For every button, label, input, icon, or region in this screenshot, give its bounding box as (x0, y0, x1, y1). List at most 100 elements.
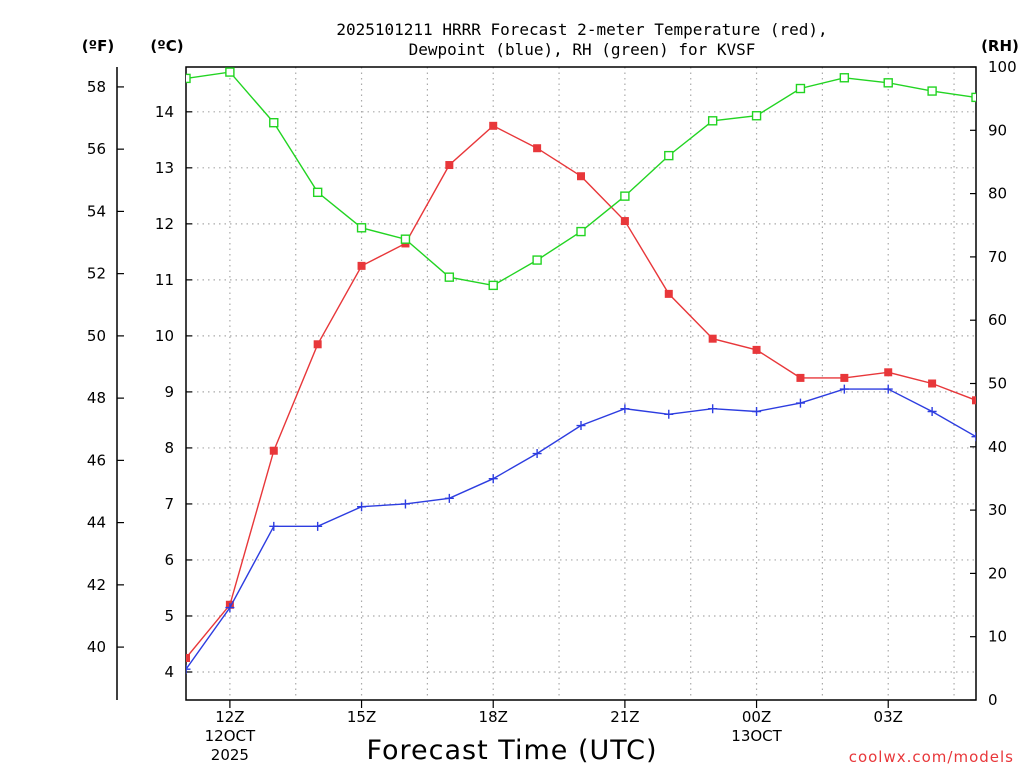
dewpoint-point (313, 521, 323, 531)
dewpoint-point (971, 432, 976, 442)
celsius-tick-label: 7 (164, 495, 174, 513)
x-tick-label: 00Z (742, 708, 771, 726)
2-meter-temperature-point (577, 172, 585, 181)
celsius-tick-label: 12 (155, 215, 174, 233)
rh-tick-label: 60 (988, 311, 1007, 329)
dewpoint-point (795, 398, 805, 408)
2-meter-temperature-point (840, 373, 849, 382)
rh-point (312, 187, 323, 198)
2-meter-temperature-point (708, 334, 717, 343)
rh-point (971, 92, 976, 103)
rh-point (707, 116, 718, 126)
rh-tick-label: 30 (988, 501, 1007, 519)
dewpoint-point (708, 404, 718, 414)
dewpoint-point (186, 664, 191, 674)
rh-tick-label: 50 (988, 375, 1007, 393)
fahrenheit-tick-label: 44 (87, 514, 106, 532)
2-meter-temperature-point (313, 340, 322, 349)
rh-point (488, 280, 498, 291)
rh-point (444, 272, 455, 282)
fahrenheit-tick-label: 48 (87, 389, 106, 407)
x-tick-year-label: 2025 (211, 746, 249, 764)
rh-point (664, 150, 674, 161)
rh-point (795, 83, 806, 94)
celsius-tick-label: 13 (155, 159, 174, 177)
rh-point (225, 67, 235, 77)
rh-tick-label: 20 (988, 564, 1007, 582)
rh-point (839, 73, 850, 83)
celsius-tick-label: 4 (164, 663, 174, 681)
x-tick-label: 18Z (479, 708, 508, 726)
x-tick-label: 03Z (874, 708, 903, 726)
fahrenheit-tick-label: 42 (87, 576, 106, 594)
x-tick-date-label: 12OCT (205, 727, 256, 745)
dewpoint-point (927, 407, 937, 417)
rh-point (356, 223, 367, 233)
dewpoint-point (357, 502, 367, 512)
dewpoint-point (883, 384, 893, 394)
celsius-tick-label: 14 (155, 103, 174, 121)
dewpoint-point (664, 409, 674, 419)
celsius-tick-label: 11 (155, 271, 174, 289)
rh-point (576, 226, 586, 237)
2-meter-temperature-point (533, 144, 542, 153)
x-tick-label: 21Z (610, 708, 639, 726)
rh-tick-label: 80 (988, 185, 1007, 203)
2-meter-temperature-point (269, 446, 278, 455)
2-meter-temperature-point (186, 653, 190, 662)
2-meter-temperature-point (620, 217, 629, 226)
dewpoint-point (488, 474, 498, 484)
rh-point (883, 78, 893, 88)
celsius-tick-label: 5 (164, 607, 174, 625)
dewpoint-point (576, 421, 586, 431)
fahrenheit-tick-label: 50 (87, 327, 106, 345)
dewpoint-point (225, 603, 235, 613)
dewpoint-point (620, 404, 630, 414)
fahrenheit-tick-label: 58 (87, 78, 106, 96)
rh-tick-label: 40 (988, 438, 1007, 456)
rh-unit-label: (RH) (981, 37, 1019, 55)
fahrenheit-tick-label: 46 (87, 451, 106, 469)
chart-title-line-1: 2025101211 HRRR Forecast 2-meter Tempera… (336, 20, 827, 39)
celsius-tick-label: 9 (164, 383, 174, 401)
rh-tick-label: 100 (988, 58, 1017, 76)
fahrenheit-tick-label: 52 (87, 265, 106, 283)
rh-point (751, 111, 762, 121)
grid (186, 67, 976, 700)
2-meter-temperature-point (884, 368, 893, 377)
dewpoint-point (532, 449, 542, 459)
dewpoint-point (752, 407, 762, 417)
rh-tick-label: 0 (988, 691, 998, 709)
rh-point (532, 255, 542, 265)
2-meter-temperature-point (357, 261, 366, 270)
x-tick-label: 15Z (347, 708, 376, 726)
rh-tick-label: 90 (988, 121, 1007, 139)
dewpoint-point (269, 521, 279, 531)
2-meter-temperature-point (664, 289, 673, 298)
2-meter-temperature-point (796, 373, 805, 382)
dewpoint-point (400, 499, 410, 509)
x-tick-label: 12Z (215, 708, 244, 726)
fahrenheit-unit-label: (ºF) (82, 37, 114, 55)
2-meter-temperature-point (489, 121, 498, 130)
rh-point (269, 118, 279, 128)
series (186, 67, 976, 674)
celsius-tick-label: 8 (164, 439, 174, 457)
fahrenheit-tick-label: 56 (87, 140, 106, 158)
rh-point (927, 86, 937, 96)
2-meter-temperature-point (928, 379, 937, 388)
x-tick-date-label: 13OCT (731, 727, 782, 745)
2-meter-temperature-point (972, 396, 976, 405)
rh-tick-label: 10 (988, 628, 1007, 646)
celsius-tick-label: 6 (164, 551, 174, 569)
dewpoint-point (839, 384, 849, 394)
2-meter-temperature-point (752, 345, 761, 354)
fahrenheit-tick-label: 40 (87, 638, 106, 656)
celsius-unit-label: (ºC) (150, 37, 183, 55)
credit-text: coolwx.com/models (849, 748, 1014, 766)
2-meter-temperature-point (445, 161, 454, 170)
dewpoint-line (186, 388, 976, 670)
rh-tick-label: 70 (988, 248, 1007, 266)
rh-point (186, 73, 191, 84)
